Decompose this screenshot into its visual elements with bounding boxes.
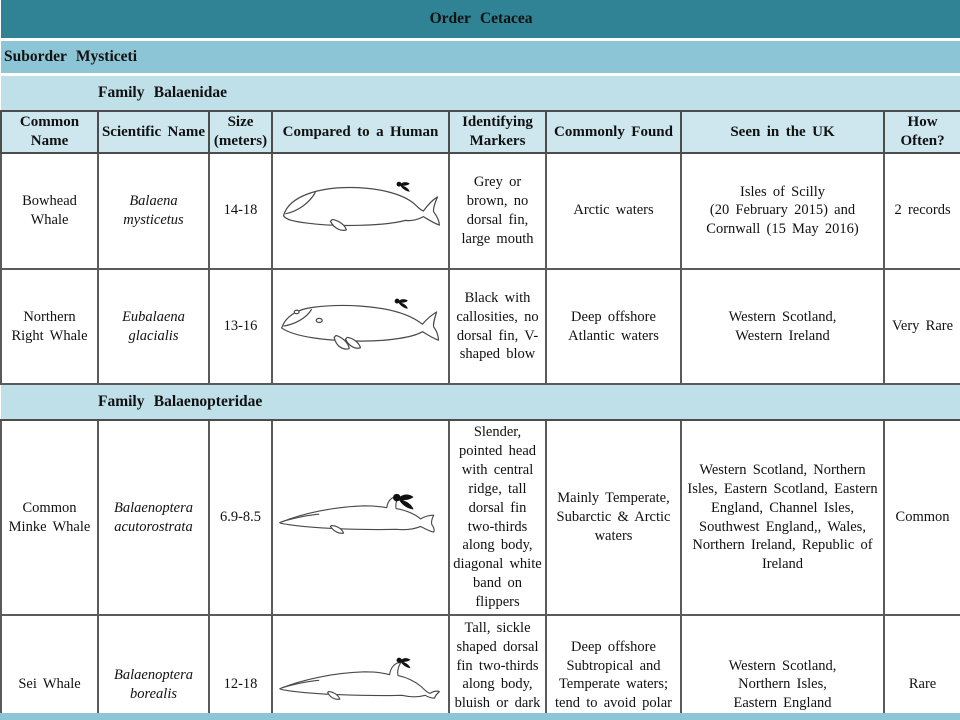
cell-compared-to-human xyxy=(271,152,450,270)
col-header-commonly-found: Commonly Found xyxy=(545,110,682,154)
cell-seen-in-uk: Western Scotland, Western Ireland xyxy=(680,267,885,386)
cell-seen-in-uk: Isles of Scilly (20 February 2015) and C… xyxy=(680,152,885,270)
cell-size-meters: 6.9-8.5 xyxy=(208,419,273,616)
cell-scientific-name: Balaenoptera borealis xyxy=(97,613,210,720)
family-balaenopteridae-banner: Family Balaenopteridae xyxy=(1,383,960,422)
cell-identifying-markers: Slender, pointed head with central ridge… xyxy=(448,419,547,616)
cell-how-often: Common xyxy=(882,419,960,616)
northern-right-whale-illustration xyxy=(276,291,445,363)
human-scale-figure-icon xyxy=(393,493,414,509)
cell-scientific-name: Balaena mysticetus xyxy=(97,152,210,270)
human-scale-figure-icon xyxy=(394,298,408,309)
cell-common-name: Sei Whale xyxy=(0,613,99,720)
cell-common-name: Common Minke Whale xyxy=(0,419,99,616)
cell-size-meters: 13-16 xyxy=(208,267,273,386)
cell-how-often: Rare xyxy=(882,613,960,720)
cell-how-often: Very Rare xyxy=(882,267,960,386)
family-balaenopteridae-banner-row: Family Balaenopteridae xyxy=(1,383,960,422)
cell-identifying-markers: Black with callosities, no dorsal fin, V… xyxy=(448,267,547,386)
family-balaenidae-banner: Family Balaenidae xyxy=(1,74,960,112)
family-balaenidae-banner-row: Family Balaenidae xyxy=(1,74,960,112)
cell-compared-to-human xyxy=(271,267,450,386)
cell-size-meters: 12-18 xyxy=(208,613,273,720)
cell-identifying-markers: Grey or brown, no dorsal fin, large mout… xyxy=(448,152,547,270)
cell-commonly-found: Deep offshore Atlantic waters xyxy=(545,267,682,386)
cell-seen-in-uk: Western Scotland, Northern Isles, Easter… xyxy=(680,419,885,616)
order-banner: Order Cetacea xyxy=(1,0,960,40)
cell-common-name: Bowhead Whale xyxy=(0,152,99,270)
table-row-common-minke-whale: Common Minke Whale Balaenoptera acutoros… xyxy=(0,419,960,616)
col-header-size-meters: Size (meters) xyxy=(208,110,273,154)
next-section-band-edge xyxy=(0,713,960,720)
cell-commonly-found: Deep offshore Subtropical and Temperate … xyxy=(545,613,682,720)
cell-size-meters: 14-18 xyxy=(208,152,273,270)
column-header-row: Common Name Scientific Name Size (meters… xyxy=(0,110,960,154)
cell-common-name: Northern Right Whale xyxy=(0,267,99,386)
cell-scientific-name: Eubalaena glacialis xyxy=(97,267,210,386)
cell-compared-to-human xyxy=(271,613,450,720)
col-header-how-often: How Often? xyxy=(882,110,960,154)
cell-commonly-found: Mainly Temperate, Subarctic & Arctic wat… xyxy=(545,419,682,616)
cell-how-often: 2 records xyxy=(882,152,960,270)
common-minke-whale-illustration xyxy=(276,478,445,558)
cell-identifying-markers: Tall, sickle shaped dorsal fin two-third… xyxy=(448,613,547,720)
cell-commonly-found: Arctic waters xyxy=(545,152,682,270)
table-row-northern-right-whale: Northern Right Whale Eubalaena glacialis… xyxy=(0,267,960,386)
table-row-bowhead-whale: Bowhead Whale Balaena mysticetus 14-18 xyxy=(0,152,960,270)
col-header-common-name: Common Name xyxy=(0,110,99,154)
suborder-banner-row: Suborder Mysticeti xyxy=(1,38,960,76)
human-scale-figure-icon xyxy=(396,181,410,192)
table-row-sei-whale: Sei Whale Balaenoptera borealis 12-18 xyxy=(0,613,960,720)
sei-whale-illustration xyxy=(276,647,445,720)
col-header-seen-in-uk: Seen in the UK xyxy=(680,110,885,154)
human-scale-figure-icon xyxy=(396,657,411,668)
col-header-identifying-markers: Identifying Markers xyxy=(448,110,547,154)
suborder-banner: Suborder Mysticeti xyxy=(1,38,960,76)
cell-compared-to-human xyxy=(271,419,450,616)
cell-scientific-name: Balaenoptera acutorostrata xyxy=(97,419,210,616)
col-header-compared-to-human: Compared to a Human xyxy=(271,110,450,154)
bowhead-whale-illustration xyxy=(276,175,445,247)
order-banner-row: Order Cetacea xyxy=(1,0,960,40)
col-header-scientific-name: Scientific Name xyxy=(97,110,210,154)
cell-seen-in-uk: Western Scotland, Northern Isles, Easter… xyxy=(680,613,885,720)
